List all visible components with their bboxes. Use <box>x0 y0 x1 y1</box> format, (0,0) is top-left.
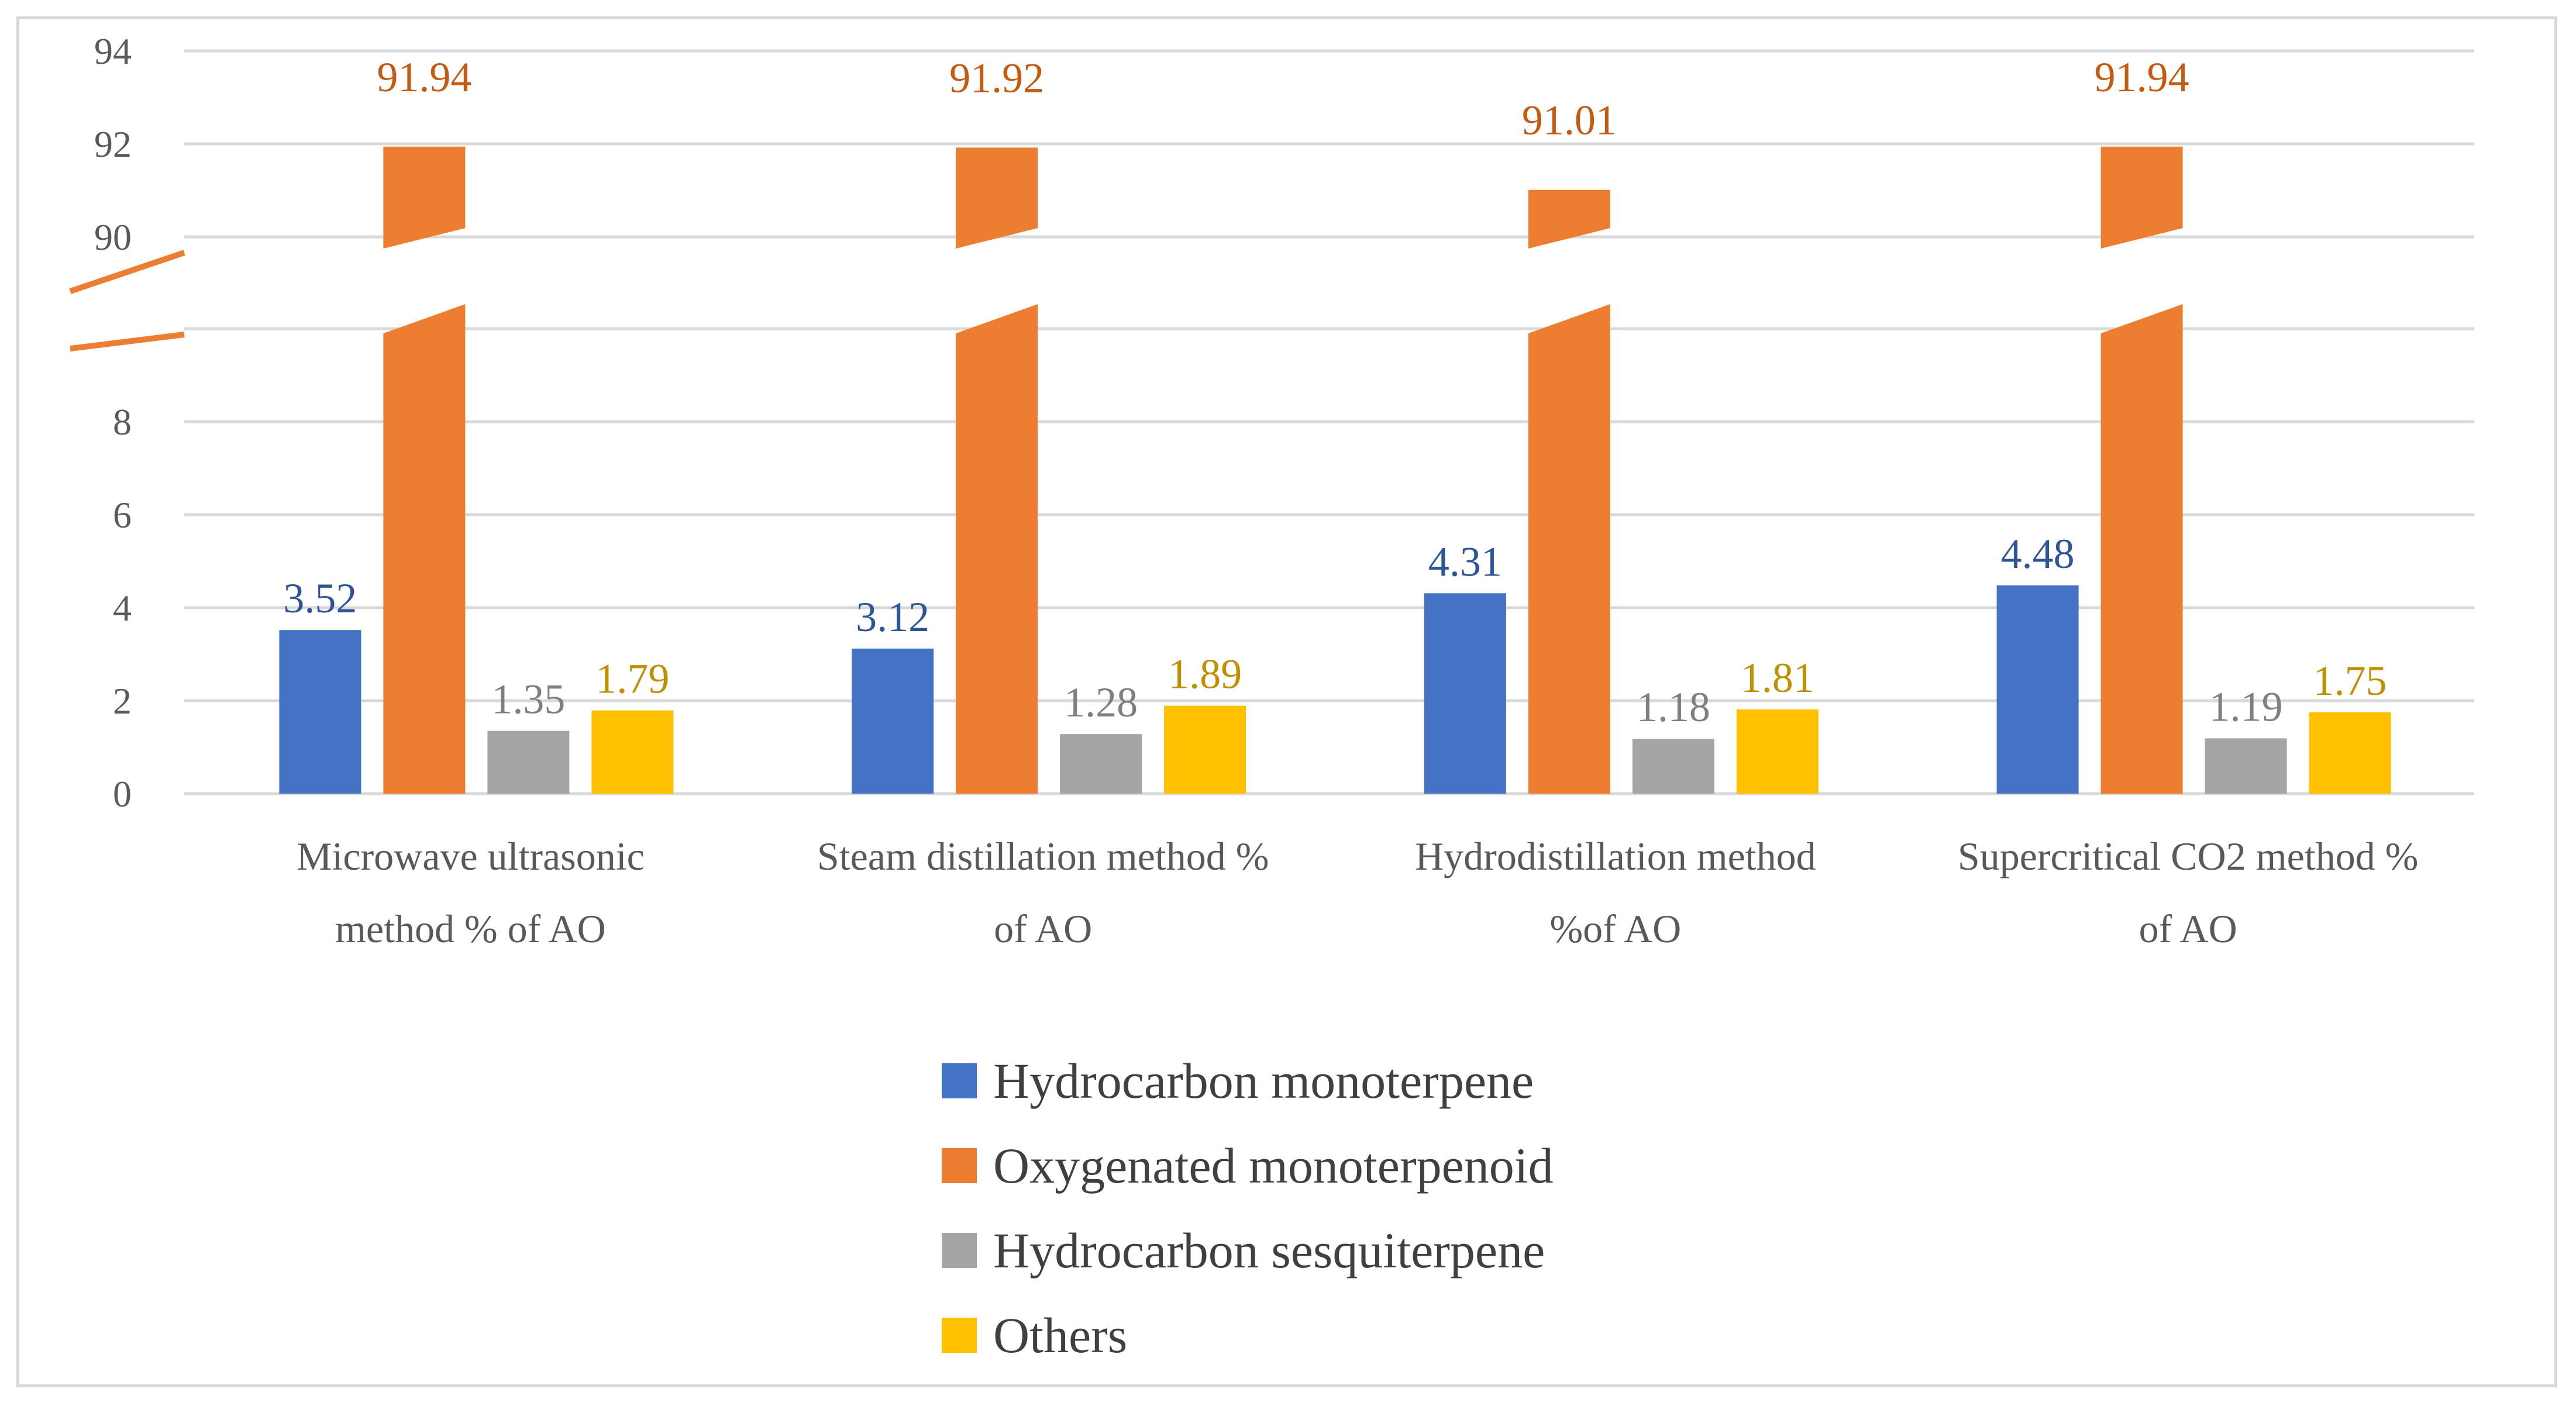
category-label: of AO <box>994 907 1092 951</box>
data-label: 1.75 <box>2313 657 2387 704</box>
bar <box>383 304 466 794</box>
category-label: method % of AO <box>335 907 606 951</box>
category-label: Hydrodistillation method <box>1415 834 1816 878</box>
legend-swatch <box>942 1063 977 1098</box>
category-label: Microwave ultrasonic <box>297 834 645 878</box>
data-label: 91.94 <box>377 54 471 101</box>
bar <box>1528 189 1610 249</box>
bar <box>956 147 1038 249</box>
data-label: 3.52 <box>283 575 357 622</box>
bar <box>2309 712 2391 794</box>
data-label: 91.92 <box>949 54 1044 101</box>
legend-label: Hydrocarbon monoterpene <box>993 1052 1534 1109</box>
legend-swatch <box>942 1317 977 1353</box>
data-label: 1.89 <box>1168 651 1242 698</box>
data-label: 1.79 <box>595 656 669 702</box>
legend-item: Others <box>942 1293 1554 1377</box>
legend-swatch <box>942 1232 977 1268</box>
legend-label: Others <box>993 1307 1128 1363</box>
bar <box>2100 304 2183 794</box>
legend-item: Oxygenated monoterpenoid <box>942 1123 1554 1208</box>
y-tick-label: 94 <box>94 30 132 72</box>
category-label: %of AO <box>1549 907 1681 951</box>
bar <box>1060 734 1142 794</box>
data-label: 1.18 <box>1637 684 1710 730</box>
bar <box>1528 304 1610 794</box>
bar <box>956 304 1038 794</box>
bar <box>279 630 361 794</box>
axis-break-mark <box>69 250 185 294</box>
bar <box>1996 585 2079 794</box>
data-label: 1.19 <box>2209 683 2283 730</box>
bar <box>591 710 674 794</box>
legend-swatch <box>942 1147 977 1183</box>
category-label: Supercritical CO2 method % <box>1958 834 2418 878</box>
y-tick-label: 0 <box>113 773 132 815</box>
legend-item: Hydrocarbon monoterpene <box>942 1038 1554 1123</box>
legend-label: Oxygenated monoterpenoid <box>993 1137 1554 1194</box>
bar <box>1632 739 1714 794</box>
y-tick-label: 92 <box>94 123 132 165</box>
y-tick-label: 8 <box>113 401 132 443</box>
data-label: 3.12 <box>856 594 929 640</box>
axis-break-mark <box>70 332 185 352</box>
y-tick-label: 90 <box>94 216 132 258</box>
legend-item: Hydrocarbon sesquiterpene <box>942 1208 1554 1293</box>
bar <box>2100 146 2183 249</box>
data-label: 4.31 <box>1428 538 1502 585</box>
legend: Hydrocarbon monoterpene Oxygenated monot… <box>942 1038 1554 1377</box>
y-tick-label: 4 <box>113 587 132 629</box>
category-label: Steam distillation method % <box>817 834 1269 878</box>
category-label: of AO <box>2139 907 2237 951</box>
bar <box>1424 593 1506 794</box>
bar <box>1736 709 1819 794</box>
legend-label: Hydrocarbon sesquiterpene <box>993 1222 1545 1279</box>
data-label: 91.01 <box>1522 97 1617 144</box>
bar <box>487 730 570 794</box>
y-tick-label: 2 <box>113 680 132 722</box>
bar <box>1164 705 1246 794</box>
bar <box>2205 738 2287 794</box>
data-label: 1.35 <box>491 676 565 723</box>
data-label: 4.48 <box>2001 530 2075 577</box>
data-label: 91.94 <box>2095 54 2189 101</box>
data-label: 1.28 <box>1064 679 1138 726</box>
bar <box>383 146 466 249</box>
y-tick-label: 6 <box>113 494 132 536</box>
bar <box>852 648 934 794</box>
data-label: 1.81 <box>1741 654 1814 701</box>
